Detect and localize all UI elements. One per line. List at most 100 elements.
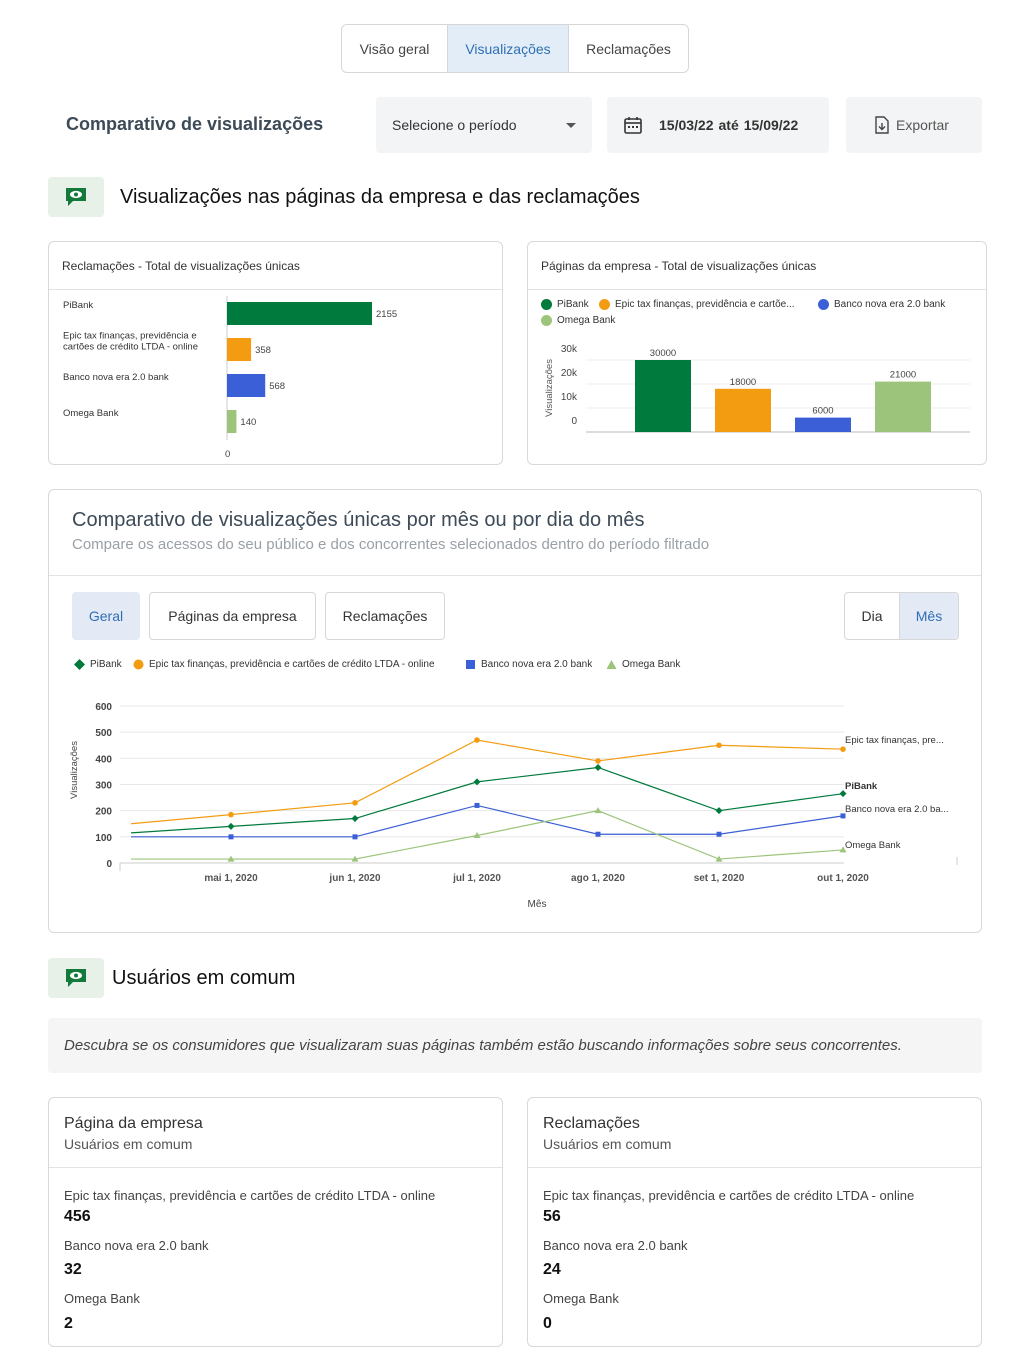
data-point: [715, 807, 723, 815]
legend-label: PiBank: [90, 659, 122, 670]
data-point: [473, 778, 481, 786]
axis-tick-label: set 1, 2020: [694, 873, 745, 884]
granularity-day-button[interactable]: Dia: [845, 593, 900, 639]
tab-reclamacoes[interactable]: Reclamações: [586, 40, 671, 57]
axis-tick-label: mai 1, 2020: [204, 873, 258, 884]
common-users-description: Descubra se os consumidores que visualiz…: [48, 1018, 982, 1073]
axis-tick-label: 20k: [561, 368, 578, 379]
company-chart-title: Páginas da empresa - Total de visualizaç…: [541, 259, 817, 273]
row-value: 0: [543, 1315, 552, 1332]
date-from: 15/03/22: [659, 117, 714, 133]
bar-value-label: 2155: [376, 309, 397, 320]
divider: [528, 1167, 981, 1168]
complaints-chart-card: Reclamações - Total de visualizações úni…: [48, 241, 503, 465]
date-to: 15/09/22: [743, 117, 799, 133]
axis-tick-label: 0: [106, 859, 112, 870]
legend-dot: [818, 299, 829, 310]
axis-tick-label: out 1, 2020: [817, 873, 869, 884]
diamond-marker-icon: [74, 659, 85, 670]
bar-category-label: Omega Bank: [63, 408, 119, 419]
bar-value-label: 21000: [890, 370, 916, 381]
data-point: [594, 807, 602, 814]
legend-item-banco[interactable]: Banco nova era 2.0 bank: [818, 299, 945, 310]
row-label: Omega Bank: [543, 1291, 619, 1306]
data-point: [228, 834, 234, 840]
divider: [49, 289, 502, 290]
monthly-line-chart: 600 500 400 300 200 100 0 Visualizações mai 1, 2…: [69, 702, 958, 910]
common-users-complaints-card: Reclamações Usuários em comum Epic tax f…: [527, 1097, 982, 1347]
section-icon: [48, 958, 104, 998]
tab-visao-geral[interactable]: Visão geral: [342, 25, 448, 72]
axis-tick-label: 0: [571, 416, 577, 427]
data-point: [840, 813, 846, 819]
square-marker-icon: [466, 660, 475, 669]
legend-label: Epic tax finanças, previdência e cartões…: [149, 659, 435, 670]
legend-label: Epic tax finanças, previdência e cartõe.…: [615, 299, 795, 310]
legend-item-omega[interactable]: Omega Bank: [541, 315, 615, 326]
granularity-month-button[interactable]: Mês: [900, 593, 958, 639]
axis-tick-label: 300: [95, 781, 112, 792]
tab-visualizacoes[interactable]: Visualizações: [448, 25, 569, 72]
card-subtitle: Usuários em comum: [64, 1136, 193, 1152]
axis-tick-label: 100: [95, 833, 112, 844]
bar: [227, 410, 237, 433]
legend-dot: [541, 299, 552, 310]
data-point: [716, 831, 722, 837]
bar-value-label: 30000: [650, 348, 676, 359]
x-axis-title: Mês: [528, 899, 547, 910]
row-label: Omega Bank: [64, 1291, 140, 1306]
page-title: Comparativo de visualizações: [66, 114, 324, 134]
granularity-toggle: Dia Mês: [844, 592, 959, 640]
divider: [49, 1167, 502, 1168]
row-label: Epic tax finanças, previdência e cartões…: [543, 1188, 915, 1203]
filter-geral-button[interactable]: Geral: [72, 592, 140, 640]
period-select-label: Selecione o período: [392, 117, 517, 133]
legend-label: Banco nova era 2.0 bank: [481, 659, 593, 670]
bar: [227, 374, 266, 397]
period-select[interactable]: Selecione o período: [376, 97, 592, 153]
bar-value-label: 140: [240, 417, 256, 428]
bar-category-label: Epic tax finanças, previdência e: [63, 331, 197, 342]
axis-tick-label: 500: [95, 728, 112, 739]
legend-label: PiBank: [557, 299, 589, 310]
complaints-chart-title: Reclamações - Total de visualizações úni…: [62, 259, 300, 273]
filter-complaints-button[interactable]: Reclamações: [325, 592, 445, 640]
date-range-picker[interactable]: 15/03/22 até 15/09/22: [607, 97, 829, 153]
legend-dot: [541, 315, 552, 326]
data-point: [473, 832, 481, 839]
axis-tick-label: 200: [95, 807, 112, 818]
bar-value-label: 358: [255, 345, 271, 356]
divider: [49, 575, 981, 576]
bar-category-label: PiBank: [63, 300, 93, 311]
triangle-marker-icon: [606, 660, 617, 669]
data-point: [595, 831, 601, 837]
complaints-bar-chart: PiBank 2155 Epic tax finanças, previdência…: [63, 296, 397, 460]
card-subtitle: Usuários em comum: [543, 1136, 672, 1152]
bar: [227, 302, 372, 325]
legend-item-pibank[interactable]: PiBank: [541, 299, 589, 310]
row-value: 24: [543, 1261, 561, 1278]
y-axis-title: Visualizações: [69, 741, 80, 799]
filter-company-pages-button[interactable]: Páginas da empresa: [149, 592, 316, 640]
row-label: Banco nova era 2.0 bank: [543, 1238, 688, 1253]
legend-item-epic[interactable]: Epic tax finanças, previdência e cartões…: [133, 659, 435, 670]
legend-dot: [599, 299, 610, 310]
legend-item-omega[interactable]: Omega Bank: [606, 659, 680, 670]
legend-label: Banco nova era 2.0 bank: [834, 299, 946, 310]
bar: [227, 338, 252, 361]
data-point: [839, 846, 847, 853]
axis-tick-label: ago 1, 2020: [571, 873, 625, 884]
export-button[interactable]: Exportar: [846, 97, 982, 153]
axis-tick-label: 30k: [561, 344, 578, 355]
legend-item-banco[interactable]: Banco nova era 2.0 bank: [465, 659, 592, 670]
series-end-label: Banco nova era 2.0 ba...: [845, 804, 949, 815]
top-tabs: Visão geral Visualizações Reclamações: [341, 24, 689, 73]
data-point: [227, 822, 235, 830]
data-point: [227, 855, 235, 862]
data-point: [352, 834, 358, 840]
legend-label: Omega Bank: [622, 659, 681, 670]
legend-item-epic[interactable]: Epic tax finanças, previdência e cartõe.…: [599, 299, 795, 310]
data-point: [474, 802, 480, 808]
legend-item-pibank[interactable]: PiBank: [74, 659, 122, 670]
data-point: [839, 790, 847, 798]
